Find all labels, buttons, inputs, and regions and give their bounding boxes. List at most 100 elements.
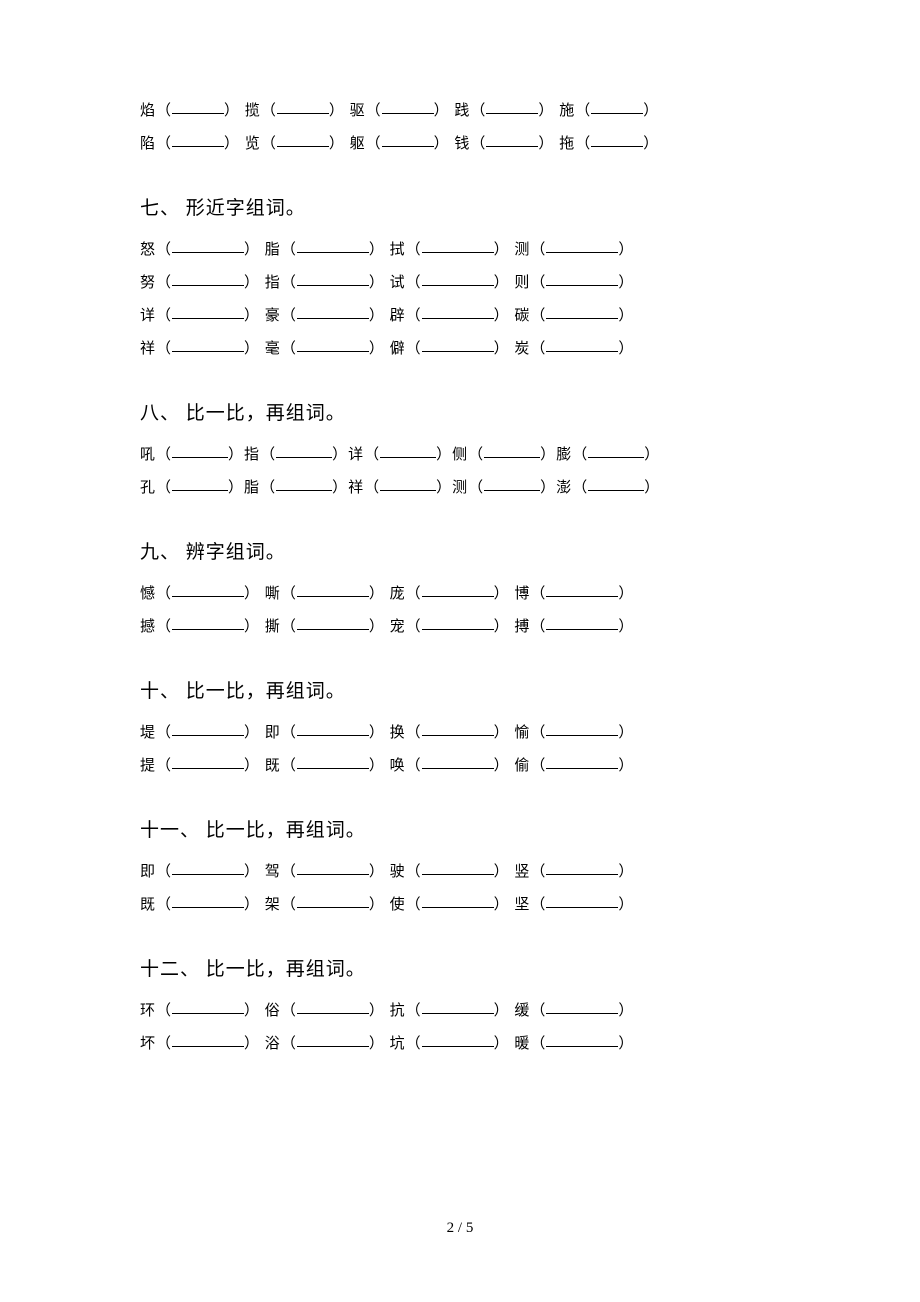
char: 钱 — [454, 136, 470, 152]
blank-field[interactable] — [484, 443, 540, 458]
section: 十二、 比一比，再组词。环（） 俗（） 抗（） 缓（）坏（） 浴（） 坑（） 暖… — [140, 954, 780, 1061]
paren-close: ） — [618, 341, 634, 357]
blank-field[interactable] — [172, 476, 228, 491]
exercise-row: 详（） 豪（） 辟（） 碳（） — [140, 300, 780, 333]
blank-field[interactable] — [277, 99, 329, 114]
blank-field[interactable] — [591, 99, 643, 114]
blank-field[interactable] — [422, 893, 494, 908]
blank-field[interactable] — [380, 443, 436, 458]
blank-field[interactable] — [172, 443, 228, 458]
char: 怒 — [140, 242, 156, 258]
blank-field[interactable] — [546, 582, 618, 597]
blank-field[interactable] — [297, 1032, 369, 1047]
paren-open: （ — [260, 480, 276, 496]
blank-field[interactable] — [422, 271, 494, 286]
char: 架 — [265, 897, 281, 913]
blank-field[interactable] — [422, 721, 494, 736]
blank-field[interactable] — [422, 1032, 494, 1047]
blank-field[interactable] — [422, 999, 494, 1014]
blank-field[interactable] — [172, 999, 244, 1014]
paren-close: ） — [494, 586, 510, 602]
paren-close: ） — [618, 897, 634, 913]
blank-field[interactable] — [382, 132, 434, 147]
blank-field[interactable] — [422, 582, 494, 597]
exercise-row: 撼（） 撕（） 宠（） 搏（） — [140, 611, 780, 644]
char: 换 — [390, 725, 406, 741]
paren-close: ） — [436, 447, 452, 463]
blank-field[interactable] — [297, 238, 369, 253]
blank-field[interactable] — [276, 443, 332, 458]
blank-field[interactable] — [172, 238, 244, 253]
blank-field[interactable] — [172, 271, 244, 286]
blank-field[interactable] — [297, 860, 369, 875]
blank-field[interactable] — [546, 860, 618, 875]
blank-field[interactable] — [297, 999, 369, 1014]
char: 憾 — [140, 586, 156, 602]
blank-field[interactable] — [172, 304, 244, 319]
paren-close: ） — [369, 275, 385, 291]
char: 偷 — [514, 758, 530, 774]
paren-close: ） — [540, 480, 556, 496]
char: 躯 — [350, 136, 366, 152]
paren-open: （ — [470, 103, 486, 119]
blank-field[interactable] — [486, 132, 538, 147]
char: 驱 — [350, 103, 366, 119]
blank-field[interactable] — [422, 615, 494, 630]
blank-field[interactable] — [588, 476, 644, 491]
blank-field[interactable] — [422, 238, 494, 253]
blank-field[interactable] — [546, 1032, 618, 1047]
blank-field[interactable] — [422, 754, 494, 769]
blank-field[interactable] — [546, 238, 618, 253]
blank-field[interactable] — [422, 860, 494, 875]
blank-field[interactable] — [297, 271, 369, 286]
blank-field[interactable] — [297, 337, 369, 352]
paren-open: （ — [281, 242, 297, 258]
blank-field[interactable] — [172, 860, 244, 875]
blank-field[interactable] — [172, 615, 244, 630]
char: 辟 — [390, 308, 406, 324]
blank-field[interactable] — [422, 304, 494, 319]
blank-field[interactable] — [588, 443, 644, 458]
blank-field[interactable] — [172, 582, 244, 597]
blank-field[interactable] — [172, 337, 244, 352]
blank-field[interactable] — [546, 893, 618, 908]
blank-field[interactable] — [546, 271, 618, 286]
blank-field[interactable] — [172, 132, 224, 147]
paren-open: （ — [575, 103, 591, 119]
blank-field[interactable] — [276, 476, 332, 491]
paren-open: （ — [406, 275, 422, 291]
paren-open: （ — [281, 275, 297, 291]
blank-field[interactable] — [546, 337, 618, 352]
blank-field[interactable] — [486, 99, 538, 114]
paren-close: ） — [618, 1036, 634, 1052]
blank-field[interactable] — [297, 304, 369, 319]
paren-open: （ — [530, 275, 546, 291]
paren-open: （ — [261, 103, 277, 119]
blank-field[interactable] — [297, 582, 369, 597]
blank-field[interactable] — [172, 754, 244, 769]
blank-field[interactable] — [297, 721, 369, 736]
blank-field[interactable] — [172, 893, 244, 908]
section: 十、 比一比，再组词。堤（） 即（） 换（） 愉（）提（） 既（） 唤（） 偷（… — [140, 676, 780, 783]
paren-open: （ — [366, 103, 382, 119]
blank-field[interactable] — [546, 999, 618, 1014]
blank-field[interactable] — [172, 99, 224, 114]
blank-field[interactable] — [172, 721, 244, 736]
blank-field[interactable] — [484, 476, 540, 491]
blank-field[interactable] — [297, 893, 369, 908]
blank-field[interactable] — [380, 476, 436, 491]
blank-field[interactable] — [277, 132, 329, 147]
blank-field[interactable] — [297, 615, 369, 630]
char: 脂 — [244, 480, 260, 496]
blank-field[interactable] — [591, 132, 643, 147]
blank-field[interactable] — [546, 721, 618, 736]
blank-field[interactable] — [546, 304, 618, 319]
blank-field[interactable] — [422, 337, 494, 352]
blank-field[interactable] — [297, 754, 369, 769]
blank-field[interactable] — [382, 99, 434, 114]
blank-field[interactable] — [546, 615, 618, 630]
char: 豪 — [265, 308, 281, 324]
blank-field[interactable] — [546, 754, 618, 769]
blank-field[interactable] — [172, 1032, 244, 1047]
char: 揽 — [245, 103, 261, 119]
